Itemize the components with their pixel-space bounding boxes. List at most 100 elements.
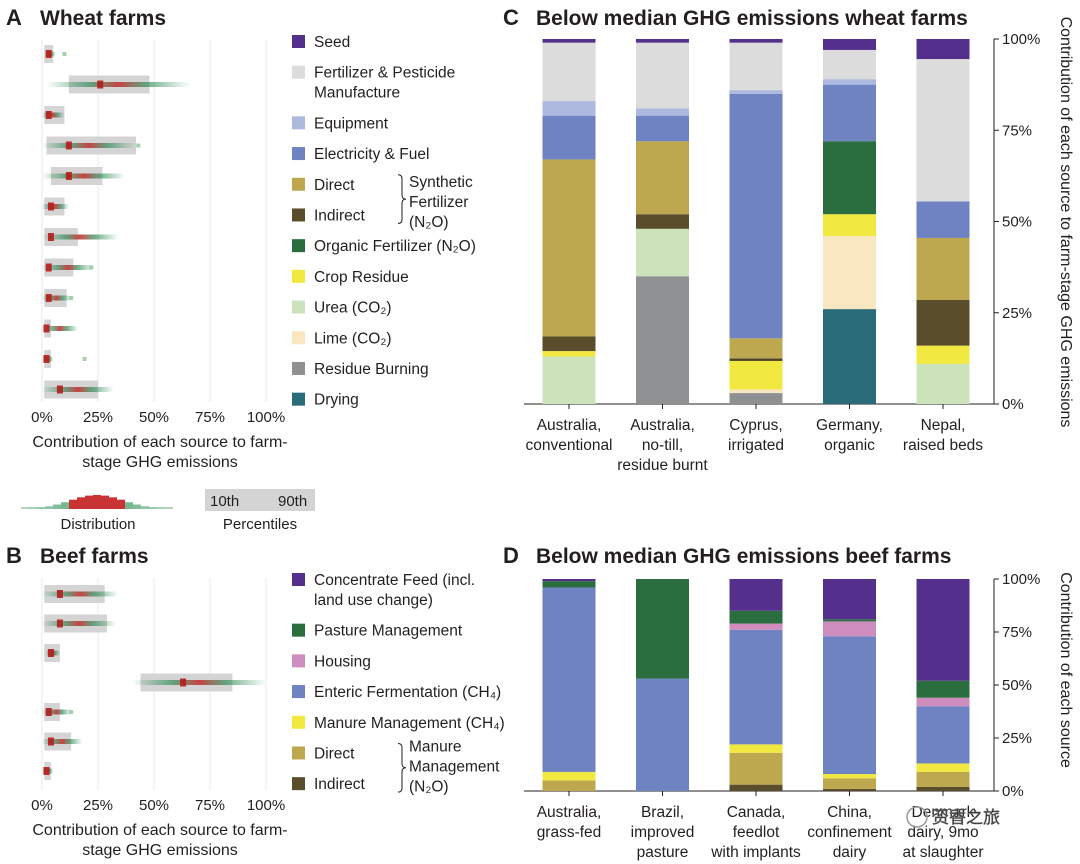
legend-a-swatch bbox=[292, 300, 305, 314]
panel-c-bar-segment bbox=[542, 115, 596, 160]
panel-d-category-label: Australia, bbox=[537, 804, 602, 821]
panel-c-bar-segment bbox=[636, 228, 689, 277]
panel-c-ytick-label: 75% bbox=[1002, 122, 1032, 139]
panel-b-distribution bbox=[42, 709, 72, 715]
panel-a-outlier bbox=[89, 265, 94, 270]
legend-a-swatch bbox=[292, 65, 305, 79]
panel-a-outlier bbox=[82, 357, 87, 361]
panel-d-bar-segment bbox=[729, 629, 783, 745]
key-distribution-bar bbox=[53, 504, 61, 509]
legend-a-label: Seed bbox=[314, 34, 350, 51]
panel-b-title: Beef farms bbox=[40, 545, 149, 568]
key-distribution-bar bbox=[133, 504, 141, 509]
panel-a-xtick-label: 100% bbox=[247, 409, 285, 426]
panel-c-bar-segment bbox=[636, 42, 689, 109]
panel-b-distribution bbox=[42, 739, 83, 744]
panel-d-bar-segment bbox=[729, 623, 783, 630]
panel-c-bar-segment bbox=[542, 356, 596, 404]
panel-d-category-label: improved bbox=[631, 824, 695, 841]
panel-d-bar-segment bbox=[729, 610, 783, 624]
legend-a-swatch bbox=[292, 269, 305, 283]
panel-b-xtick-label: 25% bbox=[83, 797, 113, 814]
panel-b-distribution bbox=[42, 621, 116, 626]
key-distribution-bar bbox=[85, 495, 93, 509]
panel-a-distribution bbox=[42, 295, 72, 301]
panel-a-outlier bbox=[69, 296, 74, 300]
legend-a-swatch bbox=[292, 147, 305, 161]
panel-a-distribution bbox=[42, 173, 125, 179]
legend-b-label: Concentrate Feed (incl. bbox=[314, 572, 475, 589]
legend-a-group-label: (N₂O) bbox=[409, 214, 449, 231]
panel-d-bar-segment bbox=[542, 579, 596, 582]
legend-a-label: Residue Burning bbox=[314, 361, 429, 378]
panel-c-title: Below median GHG emissions wheat farms bbox=[536, 7, 968, 30]
panel-b-mode-mark bbox=[43, 767, 50, 775]
panel-d-category-label: with implants bbox=[710, 844, 801, 861]
panel-b-mode-mark bbox=[180, 678, 187, 687]
panel-d-category-label: feedlot bbox=[733, 824, 780, 841]
panel-b-mode-mark bbox=[45, 708, 52, 716]
watermark-icon bbox=[906, 806, 928, 828]
panel-c-bar-segment bbox=[636, 276, 689, 404]
legend-a-label: Drying bbox=[314, 392, 359, 409]
key-p90-label: 90th bbox=[278, 493, 307, 510]
panel-d-ytick-label: 100% bbox=[1002, 571, 1040, 588]
panel-c-bar-segment bbox=[823, 84, 876, 142]
panel-c-category-label: Australia, bbox=[537, 417, 602, 434]
key-distribution-bar bbox=[141, 506, 149, 509]
panel-c-bar-segment bbox=[916, 59, 970, 202]
panel-a-mode-mark bbox=[45, 111, 52, 119]
panel-c-bar-segment bbox=[729, 90, 783, 94]
panel-b-mode-mark bbox=[56, 590, 63, 598]
panel-c-bar-segment bbox=[823, 214, 876, 237]
panel-c-bar-segment bbox=[916, 201, 970, 238]
panel-c-bar-segment bbox=[916, 345, 970, 364]
panel-c-bar-segment bbox=[542, 351, 596, 357]
panel-a-mode-mark bbox=[45, 294, 52, 302]
panel-a-mode-mark bbox=[65, 172, 72, 180]
panel-d-category-label: pasture bbox=[637, 844, 689, 861]
key-distribution-bar bbox=[93, 495, 101, 509]
panel-c-ytick-label: 100% bbox=[1002, 31, 1040, 48]
panel-c-bar-segment bbox=[916, 237, 970, 300]
panel-d-bar-segment bbox=[729, 784, 783, 791]
panel-d-ytick-label: 75% bbox=[1002, 624, 1032, 641]
panel-c-ytick-label: 50% bbox=[1002, 214, 1032, 231]
panel-c-category-label: Cyprus, bbox=[729, 417, 782, 434]
panel-d-category-label: Canada, bbox=[727, 804, 786, 821]
panel-a-distribution bbox=[42, 265, 94, 270]
panel-d-category-label: China, bbox=[827, 804, 872, 821]
panel-a-distribution bbox=[46, 82, 190, 87]
legend-a-label: Fertilizer & Pesticide bbox=[314, 65, 455, 82]
panel-d-category-label: confinement bbox=[807, 824, 892, 841]
panel-b-xtick-label: 75% bbox=[195, 797, 225, 814]
legend-a-swatch bbox=[292, 392, 305, 406]
panel-d-bar-segment bbox=[823, 579, 876, 620]
panel-a-xtick-label: 75% bbox=[195, 409, 225, 426]
key-distribution-swatch bbox=[21, 495, 173, 509]
legend-a-swatch bbox=[292, 116, 305, 130]
panel-c-letter: C bbox=[503, 5, 519, 30]
panel-d-letter: D bbox=[503, 543, 519, 568]
panel-c-bar-segment bbox=[916, 299, 970, 346]
panel-c-ylabel: Contribution of each source to farm-stag… bbox=[1057, 17, 1074, 428]
panel-c-bar-segment bbox=[823, 309, 876, 404]
legend-a-swatch bbox=[292, 361, 305, 375]
panel-a-xtick-label: 0% bbox=[31, 409, 53, 426]
panel-a-mode-mark bbox=[65, 141, 72, 150]
panel-d-bar-segment bbox=[729, 752, 783, 785]
panel-d-bar-segment bbox=[916, 786, 970, 791]
panel-c-bar-segment bbox=[729, 358, 783, 361]
panel-d-category-label: dairy, 9mo bbox=[907, 824, 978, 841]
legend-a-label: Manufacture bbox=[314, 85, 400, 102]
panel-a-mode-mark bbox=[45, 50, 52, 58]
panel-c-bar-segment bbox=[729, 42, 783, 91]
panel-b-mode-mark bbox=[56, 619, 63, 628]
panel-c-bar-segment bbox=[542, 101, 596, 116]
panel-a-distribution bbox=[42, 112, 65, 118]
panel-d-ylabel: Contribution of each source bbox=[1057, 572, 1074, 768]
legend-b-group-label: Manure bbox=[409, 738, 462, 755]
legend-b-label: Housing bbox=[314, 653, 371, 670]
panel-d-ytick-label: 0% bbox=[1002, 783, 1024, 800]
legend-b-swatch bbox=[292, 623, 305, 637]
